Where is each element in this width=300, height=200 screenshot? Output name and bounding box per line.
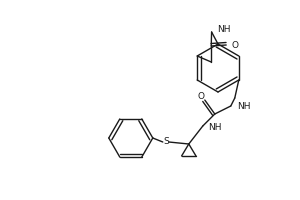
Text: NH: NH (208, 124, 221, 133)
Text: NH: NH (218, 24, 231, 33)
Text: NH: NH (237, 102, 250, 110)
Text: O: O (231, 40, 238, 49)
Text: S: S (163, 138, 169, 146)
Text: O: O (197, 92, 204, 101)
